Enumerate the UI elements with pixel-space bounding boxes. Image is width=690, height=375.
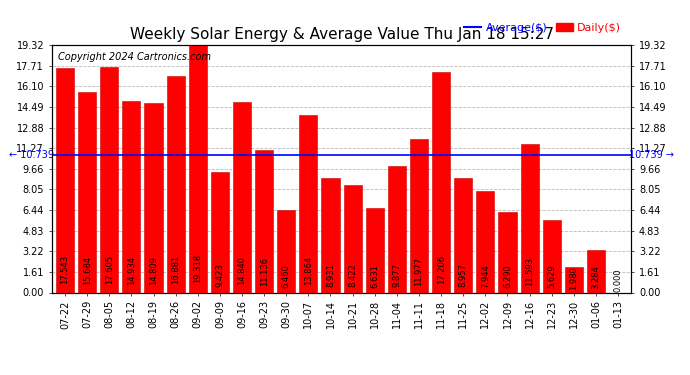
Bar — [78, 92, 96, 292]
Bar — [322, 178, 339, 292]
Text: 17.206: 17.206 — [437, 255, 446, 284]
Bar — [233, 102, 251, 292]
Text: 16.881: 16.881 — [171, 255, 180, 284]
Text: 11.593: 11.593 — [525, 257, 534, 286]
Text: 0.000: 0.000 — [613, 268, 622, 292]
Bar — [564, 267, 583, 292]
Bar — [476, 191, 495, 292]
Text: 6.290: 6.290 — [503, 264, 512, 288]
Bar — [122, 101, 141, 292]
Text: 5.629: 5.629 — [547, 265, 556, 288]
Text: 14.840: 14.840 — [237, 256, 246, 285]
Text: 15.684: 15.684 — [83, 255, 92, 285]
Text: 3.284: 3.284 — [591, 266, 600, 290]
Text: 19.318: 19.318 — [193, 254, 202, 283]
Text: 7.944: 7.944 — [481, 264, 490, 288]
Text: 9.877: 9.877 — [393, 263, 402, 287]
Text: 14.809: 14.809 — [149, 256, 158, 285]
Bar — [344, 184, 362, 292]
Bar — [144, 103, 163, 292]
Text: Copyright 2024 Cartronics.com: Copyright 2024 Cartronics.com — [57, 53, 210, 62]
Bar — [166, 76, 185, 292]
Bar — [366, 207, 384, 292]
Bar — [498, 212, 517, 292]
Text: 17.543: 17.543 — [61, 255, 70, 284]
Text: 13.864: 13.864 — [304, 256, 313, 285]
Text: 9.423: 9.423 — [215, 263, 224, 287]
Bar — [188, 45, 207, 292]
Bar — [211, 172, 229, 292]
Bar — [542, 220, 561, 292]
Text: 8.931: 8.931 — [326, 263, 335, 287]
Bar — [520, 144, 539, 292]
Bar — [388, 166, 406, 292]
Text: 8.422: 8.422 — [348, 264, 357, 287]
Text: 6.631: 6.631 — [371, 264, 380, 288]
Text: 17.605: 17.605 — [105, 255, 114, 284]
Bar — [454, 178, 472, 292]
Legend: Average($), Daily($): Average($), Daily($) — [460, 18, 626, 37]
Bar — [299, 115, 317, 292]
Text: 1.980: 1.980 — [569, 266, 578, 290]
Text: 11.977: 11.977 — [415, 257, 424, 286]
Text: 8.957: 8.957 — [459, 263, 468, 287]
Text: 11.136: 11.136 — [259, 257, 268, 286]
Bar — [56, 68, 74, 292]
Text: 14.934: 14.934 — [127, 256, 136, 285]
Bar — [432, 72, 450, 292]
Bar — [100, 67, 119, 292]
Bar — [277, 210, 295, 292]
Bar — [255, 150, 273, 292]
Text: 6.460: 6.460 — [282, 264, 290, 288]
Text: 10.739 →: 10.739 → — [629, 150, 674, 160]
Text: ← 10.739: ← 10.739 — [9, 150, 54, 160]
Bar — [410, 139, 428, 292]
Title: Weekly Solar Energy & Average Value Thu Jan 18 15:27: Weekly Solar Energy & Average Value Thu … — [130, 27, 553, 42]
Bar — [587, 251, 605, 292]
